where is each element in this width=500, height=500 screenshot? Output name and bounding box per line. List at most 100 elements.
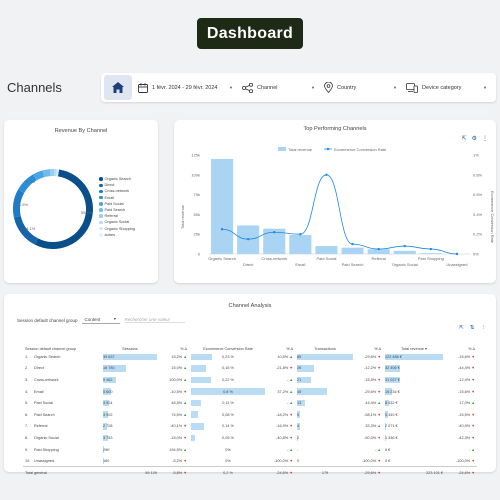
table-row[interactable]: 3. Cross-network 9 462 100,0% ▲ 0,22 % - ▲ 21-… [23,374,477,386]
column-header[interactable]: Transactions [314,347,336,351]
legend-item[interactable]: Organic Social [99,219,135,225]
table-row[interactable]: 1. Organic Search 39 637 15,2% ▲ 0,23 % 10,5%… [23,351,477,363]
column-header[interactable]: % Δ [286,347,293,351]
channel-filter[interactable]: Channel ▼ [238,73,320,102]
donut-slice[interactable] [57,169,59,177]
cell-value: 2 [297,435,300,440]
conversion-rate-point[interactable] [246,237,250,241]
arrow-up-icon: ▲ [182,377,187,382]
column-header[interactable]: Total revenue ▾ [401,347,427,351]
legend-item[interactable]: Referral [99,213,135,219]
group-dropdown[interactable]: Content ▼ [81,316,120,324]
value-bar [191,388,265,395]
table-row[interactable]: 5. Paid Social 4 924 46,5% ▲ 0,11 % - ▲ 13 44,4… [23,397,477,409]
y2-tick-label: 0.2% [473,232,483,237]
column-header[interactable]: Session default channel group [25,347,77,351]
delta-value: -29,6% [364,389,377,394]
column-header[interactable]: % Δ [374,347,381,351]
revenue-bar[interactable] [315,246,338,254]
legend-item[interactable]: Cross-network [99,188,135,194]
legend-item[interactable]: Organic Shopping [99,226,135,232]
table-row[interactable]: 4. Email 5 600 -10,5% ▼ 0,8 % 37,2% ▲ 45 -29,6%… [23,386,477,398]
conversion-rate-point[interactable] [403,244,406,248]
table-row[interactable]: 7. Referral 2 708 -40,1% ▼ 0,14 % -16,9% ▼ 4 33… [23,421,477,433]
sort-icon[interactable]: ⇅ [469,325,475,331]
delta-cell: 37,2% ▲ [267,386,295,398]
delta-cell: -12,2% ▼ [355,363,383,375]
column-header[interactable]: % Δ [468,347,475,351]
delta-value: -15,6% [458,354,471,359]
chart-toolbar: ⇱ ⚙ ⋮ [462,135,488,142]
conversion-rate-point[interactable] [429,247,433,251]
legend-item[interactable]: Paid Search [99,207,135,213]
home-button[interactable] [104,75,132,100]
delta-cell: -29,6% ▼ [355,466,383,479]
donut-slice[interactable] [18,174,37,193]
bar-cell: 0% [189,444,267,456]
legend-label: autres [104,232,116,237]
column-header[interactable]: Ecommerce Conversion Rate [203,347,253,351]
legend-item[interactable]: autres [99,232,135,238]
donut-slice[interactable] [42,169,51,178]
export-icon[interactable]: ⇱ [461,136,467,142]
donut-slice[interactable] [49,169,55,177]
arrow-down-icon: ▼ [470,354,475,359]
revenue-bar[interactable] [341,247,364,254]
device-filter[interactable]: Device category ▼ [402,73,492,102]
table-row[interactable]: 10. Unassigned 160 -5,2% ▼ 0% -100,0% ▼ 0 -100,… [23,455,477,467]
donut-slice[interactable] [34,169,93,249]
delta-cell: 15,2% ▲ [159,351,189,363]
conversion-rate-point[interactable] [351,242,354,246]
donut-slice[interactable] [54,169,57,177]
delta-cell: 33,3% ▲ [355,421,383,433]
country-filter[interactable]: Country ▼ [320,73,402,102]
legend-item[interactable]: Email [99,195,135,201]
more-options-icon[interactable]: ⋮ [480,325,487,331]
column-header[interactable]: % Δ [180,347,187,351]
legend-item[interactable]: Paid Social [99,201,135,207]
donut-slice[interactable] [13,189,25,218]
column-header[interactable]: Sessions [122,347,138,351]
donut-slice[interactable] [56,169,58,177]
value-bar [297,434,299,442]
table-row[interactable]: 9. Paid Shopping 29K 194,5% ▲ 0% - ▲ - - ▲ 0 € - … [23,444,477,456]
table-row[interactable]: 6. Paid Search 3 902 74,5% ▲ 0,08 % -18,2% ▼ 5… [23,409,477,421]
arrow-down-icon: ▼ [376,435,381,440]
revenue-bar[interactable] [211,158,234,254]
delta-value: -12,4% [458,377,471,382]
value-bar [103,434,108,442]
bar-cell: 4 [295,421,355,433]
channel-name-cell: 2. Direct [23,363,101,375]
delta-cell: 46,5% ▲ [159,397,189,409]
delta-cell: -44,4% ▼ [445,363,477,375]
delta-value: 46,5% [171,401,183,406]
table-row[interactable]: 2. Direct 16 780 15,0% ▲ 0,16 % -21,8% ▼ 26 -12… [23,363,477,375]
conversion-rate-point[interactable] [220,228,224,231]
value-bar [385,411,388,418]
row-number: 3. [25,377,29,382]
revenue-bar[interactable] [393,250,416,254]
row-number: 10. [25,458,31,463]
delta-value: -24,6% [276,470,289,475]
revenue-bar[interactable] [289,234,312,254]
table-row[interactable]: 8. Organic Social 3 753 -15,0% ▼ 0,05 % -40,8… [23,432,477,444]
row-number: 5. [25,401,29,406]
donut-slice[interactable] [33,170,45,181]
export-icon[interactable]: ⇱ [459,325,464,331]
conversion-rate-point[interactable] [455,252,459,256]
delta-value: -5,8% [172,470,183,475]
conversion-rate-point[interactable] [377,247,380,251]
more-options-icon[interactable]: ⋮ [482,136,488,142]
date-range-filter[interactable]: 1 févr. 2024 - 29 févr. 2024 ▼ [134,73,238,102]
donut-slice[interactable] [13,216,39,245]
revenue-bar[interactable] [263,228,286,254]
conversion-rate-point[interactable] [299,233,302,236]
revenue-bar[interactable] [367,249,390,254]
conversion-rate-point[interactable] [325,173,328,176]
search-input[interactable]: Rechercher une valeur [124,317,185,323]
legend-item[interactable]: Direct [99,182,135,188]
conversion-rate-point[interactable] [273,231,276,234]
settings-icon[interactable]: ⚙ [471,136,477,142]
legend-item[interactable]: Organic Search [99,176,135,182]
revenue-bar[interactable] [419,253,442,254]
